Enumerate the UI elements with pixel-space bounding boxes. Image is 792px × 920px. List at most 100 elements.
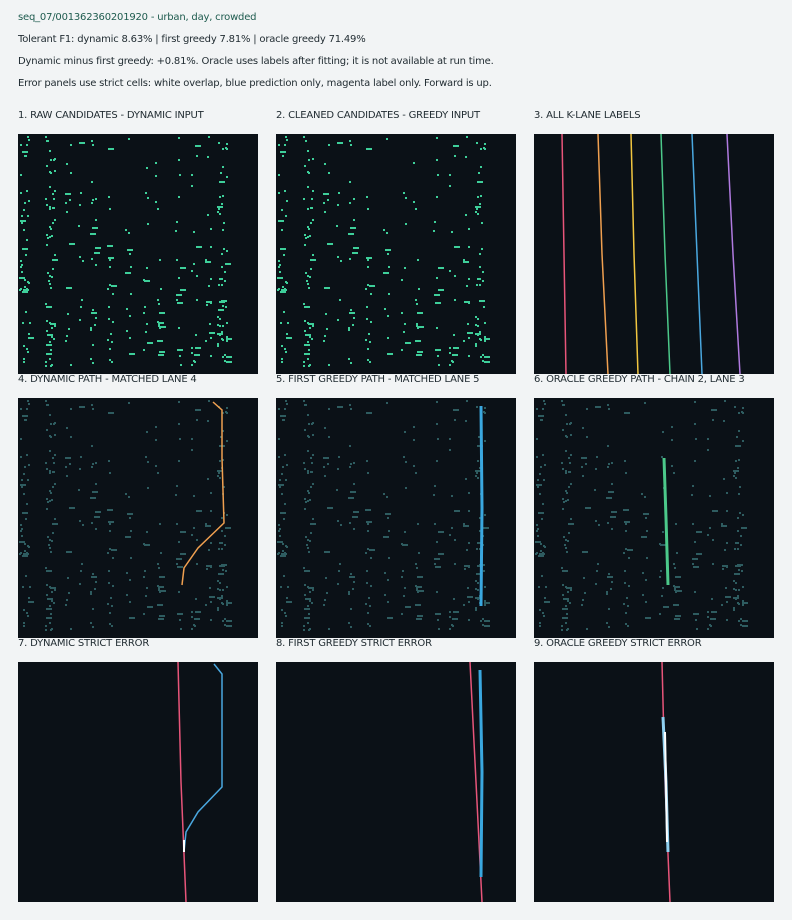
panel-title: 1. RAW CANDIDATES - DYNAMIC INPUT: [18, 110, 204, 121]
candidate-dot: [626, 597, 628, 599]
candidate-dot: [387, 315, 389, 317]
candidate-dot: [418, 552, 420, 554]
candidate-dot: [417, 259, 419, 261]
candidate-dot: [180, 289, 186, 291]
candidate-dot: [463, 259, 465, 261]
candidate-dot: [413, 162, 415, 164]
candidate-dot: [535, 553, 537, 555]
candidate-dot: [205, 340, 207, 342]
candidate-dot: [196, 539, 198, 541]
candidate-dot: [22, 322, 24, 324]
candidate-dot: [46, 330, 48, 332]
panel-title: 6. ORACLE GREEDY PATH - CHAIN 2, LANE 3: [534, 374, 745, 385]
candidate-dot: [464, 565, 470, 567]
candidate-dot: [221, 253, 223, 255]
candidate-dot: [570, 434, 572, 436]
candidate-dot: [366, 196, 368, 198]
candidate-dot: [625, 623, 627, 625]
candidate-dot: [310, 486, 312, 488]
candidate-dot: [126, 572, 128, 574]
candidate-dot: [155, 162, 157, 164]
candidate-dot: [277, 277, 283, 279]
candidate-dot: [416, 323, 418, 325]
candidate-dot: [280, 586, 282, 588]
candidate-dot: [91, 522, 93, 524]
sequence-label: seq_07/001362360201920 - urban, day, cro…: [18, 12, 257, 23]
candidate-dot: [195, 611, 201, 613]
candidate-dot: [624, 570, 626, 572]
candidate-dot: [482, 624, 484, 626]
candidate-dot: [737, 595, 739, 597]
candidate-dot: [324, 551, 330, 553]
candidate-dot: [107, 603, 109, 605]
candidate-dot: [24, 419, 26, 421]
candidate-dot: [405, 197, 407, 199]
candidate-dot: [738, 493, 740, 495]
candidate-dot: [79, 256, 81, 258]
candidate-dot: [277, 289, 279, 291]
candidate-dot: [191, 616, 193, 618]
candidate-dot: [562, 570, 568, 572]
candidate-dot: [45, 136, 47, 138]
candidate-dot: [278, 524, 280, 526]
candidate-dot: [454, 299, 456, 301]
candidate-dot: [437, 355, 439, 357]
candidate-dot: [737, 530, 739, 532]
candidate-dot: [539, 553, 545, 555]
candidate-dot: [693, 566, 699, 568]
candidate-dot: [353, 198, 355, 200]
candidate-dot: [129, 337, 131, 339]
candidate-dot: [224, 280, 226, 282]
candidate-dot: [210, 542, 212, 544]
candidate-dot: [217, 333, 223, 335]
candidate-dot: [178, 401, 180, 403]
candidate-dot: [307, 500, 309, 502]
candidate-dot: [286, 464, 288, 466]
candidate-dot: [281, 473, 283, 475]
candidate-dot: [415, 563, 417, 565]
candidate-dot: [195, 145, 201, 147]
candidate-dot: [49, 622, 51, 624]
candidate-dot: [26, 348, 28, 350]
candidate-dot: [623, 603, 625, 605]
candidate-dot: [308, 349, 310, 351]
candidate-dot: [306, 544, 308, 546]
candidate-dot: [739, 486, 741, 488]
candidate-dot: [178, 541, 180, 543]
candidate-dot: [417, 312, 423, 314]
candidate-dot: [107, 552, 109, 554]
candidate-dot: [178, 196, 180, 198]
candidate-dot: [696, 531, 702, 533]
candidate-dot: [226, 600, 228, 602]
candidate-dot: [218, 548, 220, 550]
candidate-dot: [307, 226, 309, 228]
candidate-dot: [23, 609, 25, 611]
candidate-dot: [309, 235, 311, 237]
candidate-dot: [108, 257, 114, 259]
candidate-dot: [366, 582, 368, 584]
candidate-dot: [22, 586, 24, 588]
candidate-dot: [70, 628, 72, 630]
candidate-dot: [477, 318, 479, 320]
candidate-dot: [112, 321, 114, 323]
candidate-dot: [326, 328, 328, 330]
candidate-dot: [303, 365, 305, 367]
candidate-dot: [143, 349, 145, 351]
candidate-dot: [537, 528, 539, 530]
candidate-dot: [47, 608, 49, 610]
candidate-dot: [110, 597, 112, 599]
candidate-dot: [158, 354, 164, 356]
candidate-dot: [676, 590, 682, 592]
candidate-dot: [540, 543, 542, 545]
candidate-dot: [305, 140, 307, 142]
candidate-dot: [155, 201, 157, 203]
candidate-dot: [286, 139, 288, 141]
candidate-dot: [453, 145, 459, 147]
candidate-dot: [566, 551, 568, 553]
candidate-dot: [50, 629, 52, 631]
candidate-dot: [66, 287, 72, 289]
candidate-dot: [145, 595, 147, 597]
candidate-dot: [180, 267, 186, 269]
candidate-dot: [479, 530, 481, 532]
candidate-dot: [403, 331, 405, 333]
